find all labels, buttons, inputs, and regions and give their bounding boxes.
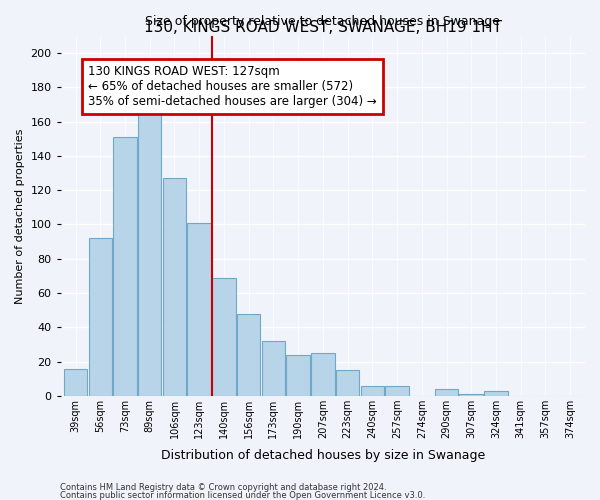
Bar: [113, 137, 137, 396]
Bar: [187, 223, 211, 396]
Bar: [385, 386, 409, 396]
Bar: [336, 370, 359, 396]
Bar: [237, 314, 260, 396]
Bar: [286, 355, 310, 396]
Bar: [311, 353, 335, 396]
X-axis label: Distribution of detached houses by size in Swanage: Distribution of detached houses by size …: [161, 450, 485, 462]
Text: Contains public sector information licensed under the Open Government Licence v3: Contains public sector information licen…: [60, 490, 425, 500]
Bar: [89, 238, 112, 396]
Bar: [435, 389, 458, 396]
Bar: [460, 394, 483, 396]
Bar: [212, 278, 236, 396]
Y-axis label: Number of detached properties: Number of detached properties: [15, 128, 25, 304]
Text: Contains HM Land Registry data © Crown copyright and database right 2024.: Contains HM Land Registry data © Crown c…: [60, 483, 386, 492]
Bar: [262, 341, 285, 396]
Bar: [163, 178, 186, 396]
Title: 130, KINGS ROAD WEST, SWANAGE, BH19 1HT: 130, KINGS ROAD WEST, SWANAGE, BH19 1HT: [144, 20, 502, 34]
Text: Size of property relative to detached houses in Swanage: Size of property relative to detached ho…: [145, 16, 500, 28]
Bar: [138, 113, 161, 396]
Text: 130 KINGS ROAD WEST: 127sqm
← 65% of detached houses are smaller (572)
35% of se: 130 KINGS ROAD WEST: 127sqm ← 65% of det…: [88, 65, 377, 108]
Bar: [484, 391, 508, 396]
Bar: [64, 368, 87, 396]
Bar: [361, 386, 384, 396]
